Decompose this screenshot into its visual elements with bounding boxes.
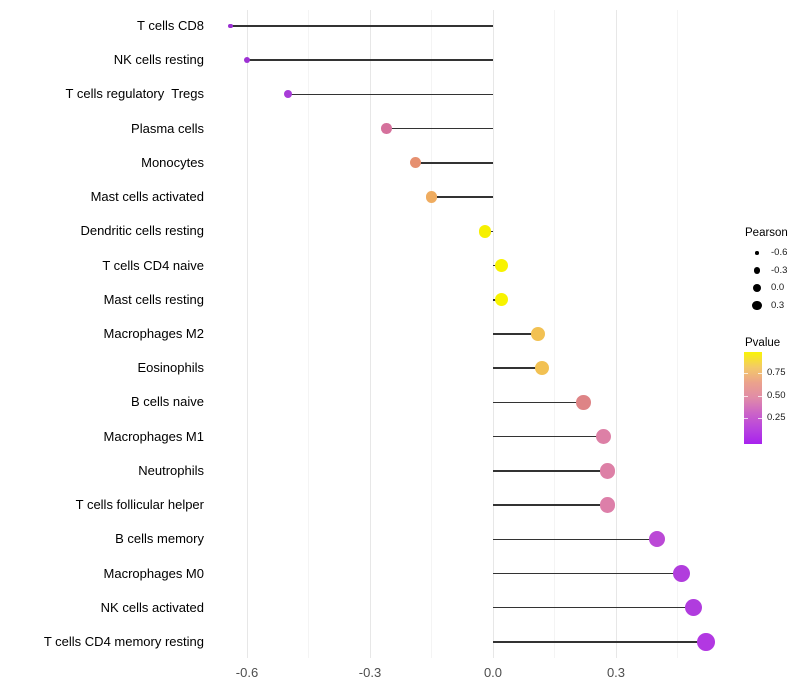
x-tick-label: -0.6 xyxy=(235,665,259,680)
size-legend-label: 0.0 xyxy=(771,282,785,293)
lollipop-dot xyxy=(494,258,508,273)
y-axis-label: B cells naive xyxy=(131,394,204,410)
pvalue-gradient-bar xyxy=(744,352,762,444)
lollipop-stem xyxy=(493,504,608,506)
x-tick-label: 0.0 xyxy=(483,665,503,680)
lollipop-dot xyxy=(600,497,616,513)
lollipop-stem xyxy=(415,162,493,164)
y-axis-label: Macrophages M0 xyxy=(103,565,204,581)
size-legend-label: -0.3 xyxy=(771,264,788,276)
x-tick-label: 0.3 xyxy=(606,665,626,680)
y-axis-label: T cells CD4 naive xyxy=(102,257,204,273)
pvalue-bar-tick xyxy=(758,418,762,419)
y-axis-label: T cells follicular helper xyxy=(75,497,204,513)
size-legend-dot xyxy=(752,300,762,311)
lollipop-stem xyxy=(493,401,584,404)
gridline-major xyxy=(246,10,248,658)
lollipop-stem xyxy=(493,435,604,438)
y-axis-label: Mast cells resting xyxy=(103,291,204,307)
x-tick-label: -0.3 xyxy=(358,665,382,680)
lollipop-stem xyxy=(288,93,493,96)
y-axis-label: Dendritic cells resting xyxy=(80,223,204,239)
lollipop-stem xyxy=(247,59,493,61)
lollipop-dot xyxy=(673,565,691,583)
size-legend-dot xyxy=(755,251,759,255)
pvalue-tick-label: 0.25 xyxy=(767,412,786,423)
lollipop-dot xyxy=(535,361,550,376)
lollipop-stem xyxy=(493,538,657,541)
y-axis-label: NK cells resting xyxy=(113,52,204,68)
lollipop-dot xyxy=(494,293,508,307)
size-legend-label: 0.3 xyxy=(771,299,785,311)
y-axis-label: Monocytes xyxy=(141,154,204,170)
lollipop-dot xyxy=(600,463,616,479)
lollipop-stem xyxy=(493,641,707,643)
lollipop-stem xyxy=(493,367,543,369)
pearson-legend-title: Pearson xyxy=(745,227,788,239)
y-axis-label: T cells CD8 xyxy=(137,18,204,33)
y-axis-label: B cells memory xyxy=(115,531,204,547)
y-axis-label: Neutrophils xyxy=(138,462,204,478)
gridline-minor xyxy=(677,10,678,658)
y-axis-label: Eosinophils xyxy=(137,360,205,376)
pvalue-bar-tick xyxy=(758,395,762,397)
lollipop-dot xyxy=(381,123,392,134)
pvalue-tick-label: 0.75 xyxy=(767,367,786,378)
pvalue-bar-tick xyxy=(744,418,748,419)
lollipop-dot xyxy=(228,23,233,29)
lollipop-dot xyxy=(409,157,421,169)
lollipop-stem xyxy=(230,25,493,27)
pvalue-bar-tick xyxy=(744,373,748,374)
y-axis-label: Plasma cells xyxy=(131,120,204,136)
gridline-major xyxy=(615,10,617,658)
lollipop-dot xyxy=(244,57,250,64)
y-axis-label: T cells CD4 memory resting xyxy=(43,633,204,649)
y-axis-label: T cells regulatory Tregs xyxy=(65,86,204,102)
lollipop-dot xyxy=(685,599,703,617)
lollipop-stem xyxy=(493,572,682,575)
lollipop-stem xyxy=(386,127,493,130)
lollipop-stem xyxy=(431,196,493,198)
lollipop-stem xyxy=(493,333,539,335)
gridline-minor xyxy=(554,10,555,658)
size-legend-dot xyxy=(753,267,761,274)
y-axis-label: Mast cells activated xyxy=(90,189,204,205)
lollipop-dot xyxy=(648,531,666,548)
lollipop-dot xyxy=(425,191,438,203)
gridline-major xyxy=(369,10,371,658)
gridline-minor xyxy=(308,10,309,658)
pvalue-bar-tick xyxy=(758,373,762,374)
lollipop-dot xyxy=(531,326,546,341)
lollipop-stem xyxy=(493,606,694,609)
lollipop-stem xyxy=(493,470,608,472)
lollipop-dot xyxy=(575,395,591,410)
gridline-minor xyxy=(431,10,432,658)
size-legend-label: -0.6 xyxy=(771,247,788,258)
y-axis-label: Macrophages M1 xyxy=(103,428,204,444)
lollipop-dot xyxy=(596,429,612,445)
y-axis-label: NK cells activated xyxy=(100,599,204,615)
y-axis-label: Macrophages M2 xyxy=(103,325,204,341)
lollipop-dot xyxy=(284,90,292,99)
pvalue-tick-label: 0.50 xyxy=(767,389,786,401)
size-legend-dot xyxy=(752,283,762,293)
lollipop-dot xyxy=(478,225,492,238)
pvalue-bar-tick xyxy=(744,395,748,397)
lollipop-dot xyxy=(697,633,716,651)
pvalue-legend-title: Pvalue xyxy=(745,337,781,349)
